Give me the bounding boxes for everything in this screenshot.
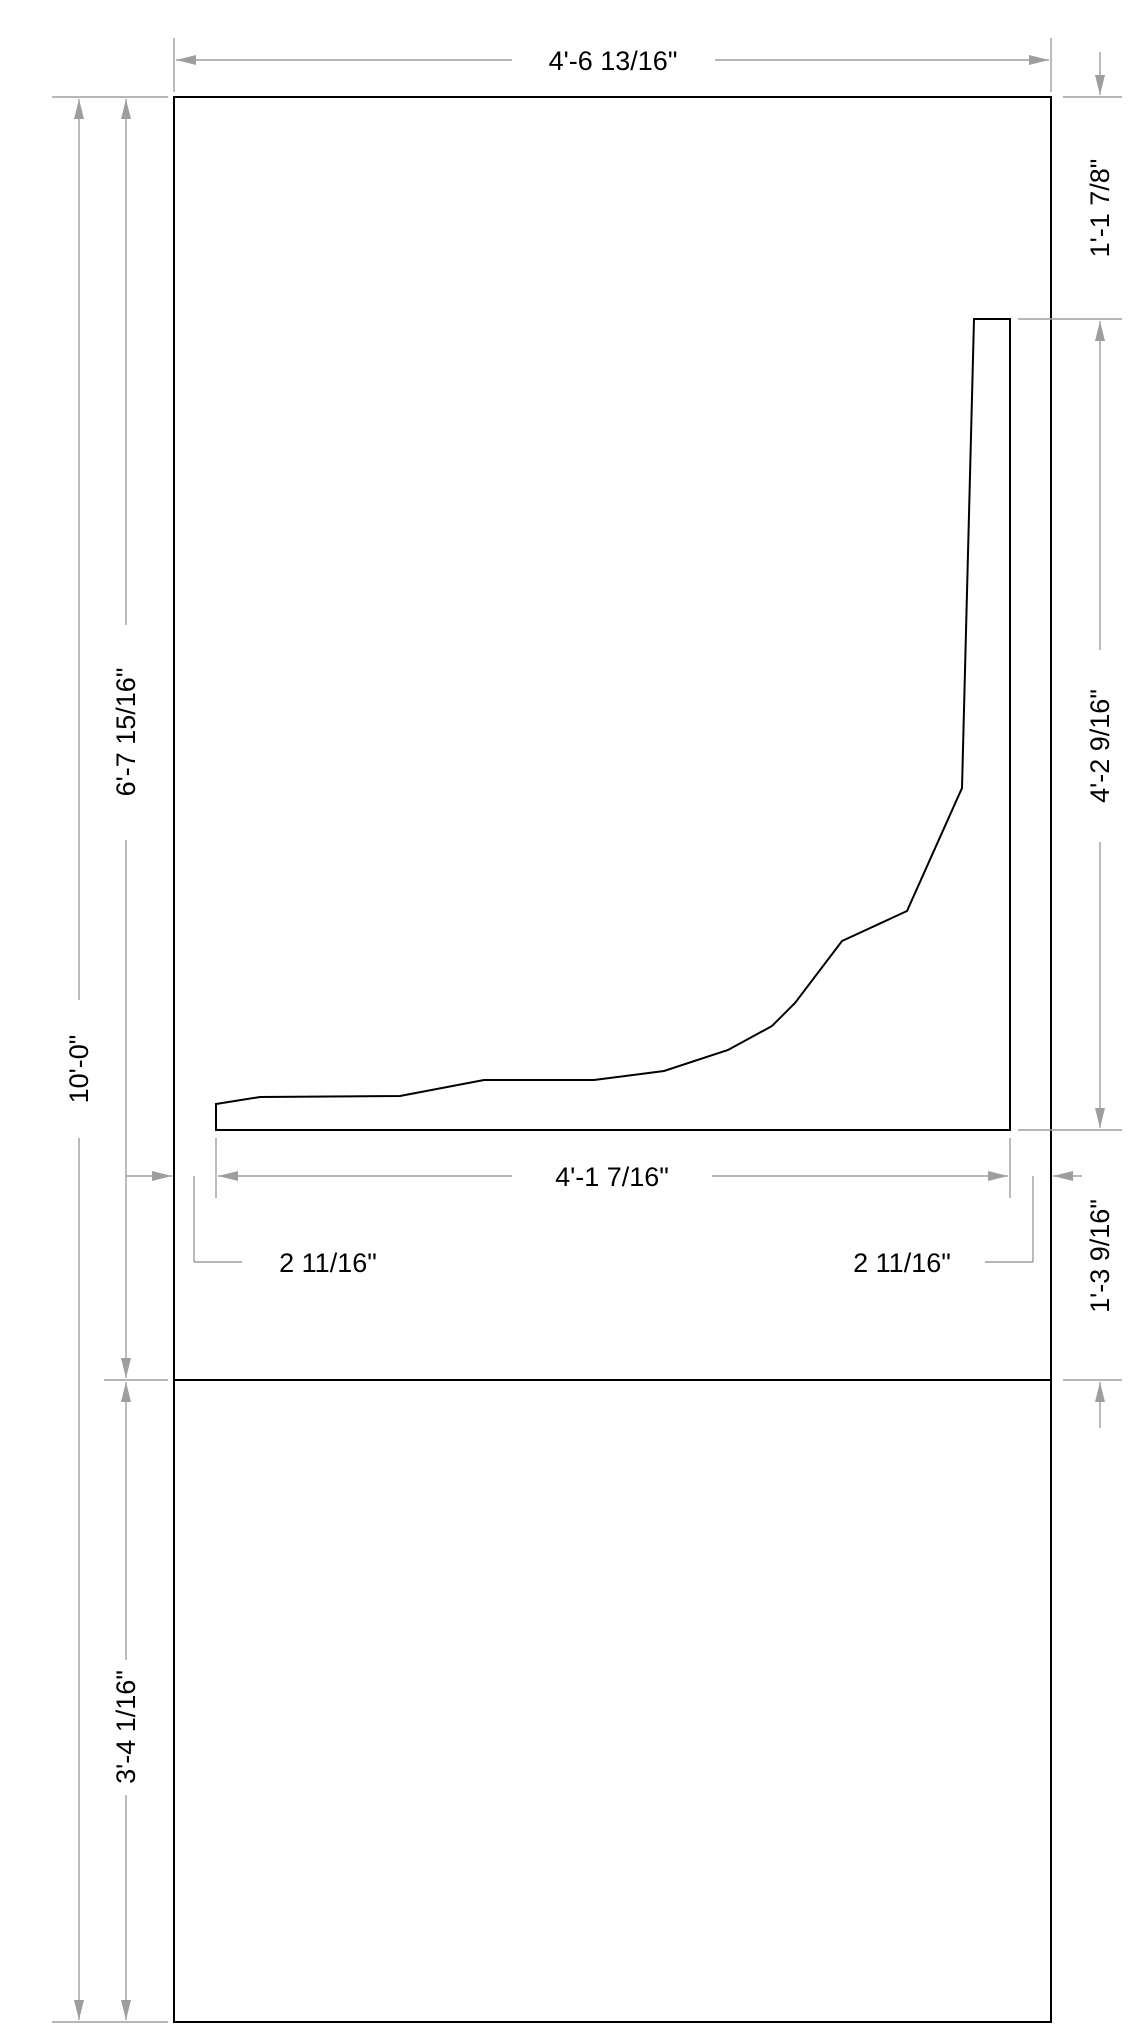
curve-profile — [215, 318, 1011, 1131]
dim-upper-section: 6'-7 15/16" — [111, 668, 141, 797]
dimension-arrows — [74, 55, 1105, 2020]
dim-bottom-offset: 1'-3 9/16" — [1085, 1199, 1115, 1313]
dim-overall-width: 4'-6 13/16" — [549, 46, 678, 76]
dim-profile-height: 4'-2 9/16" — [1085, 689, 1115, 803]
dimension-lines — [52, 38, 1122, 2023]
dim-top-offset: 1'-1 7/8" — [1085, 159, 1115, 258]
dim-overall-height: 10'-0" — [64, 1035, 94, 1104]
dim-profile-width: 4'-1 7/16" — [555, 1162, 669, 1192]
dim-lower-section: 3'-4 1/16" — [111, 1670, 141, 1784]
dim-right-inset: 2 11/16" — [853, 1248, 951, 1278]
dim-left-inset: 2 11/16" — [279, 1248, 377, 1278]
panel-outline — [173, 96, 1052, 2023]
